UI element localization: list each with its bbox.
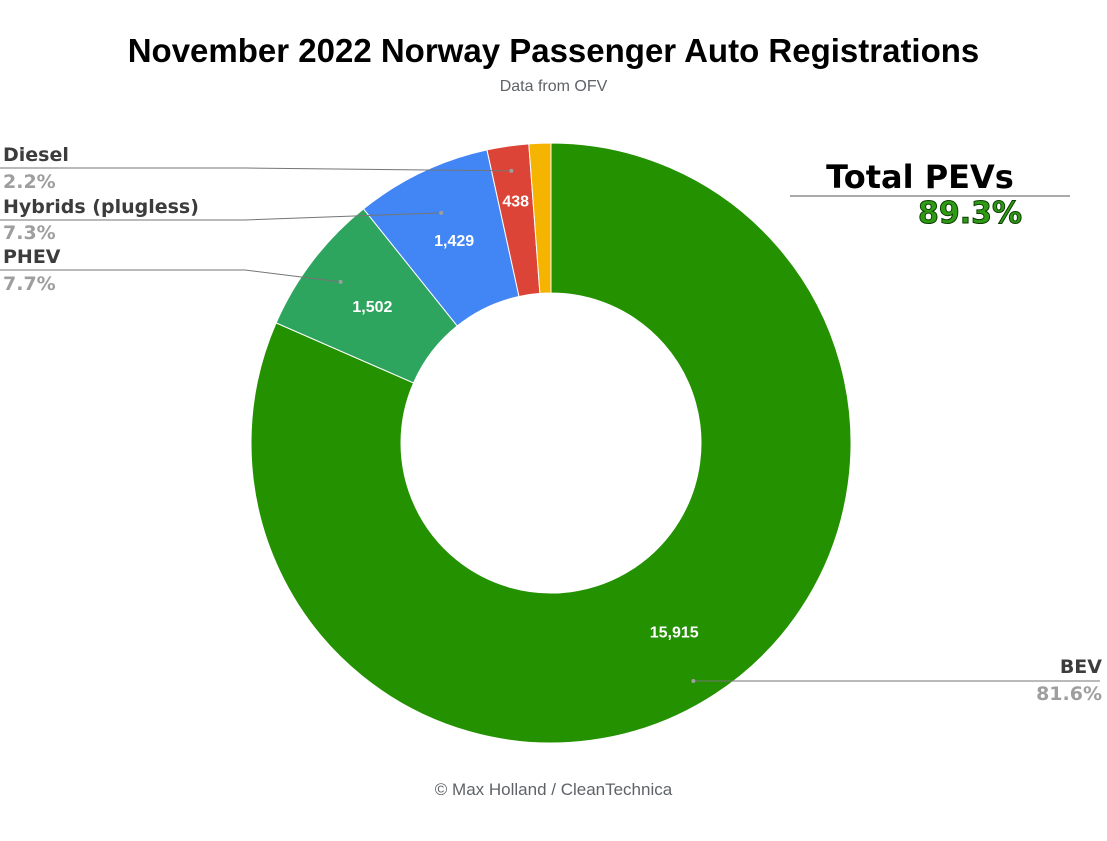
total-pevs-value: 89.3% (917, 196, 1023, 232)
legend-label-phev: PHEV (3, 246, 61, 268)
slice-bev (250, 142, 852, 744)
chart-subtitle: Data from OFV (499, 78, 608, 95)
total-pevs-label: Total PEVs (826, 158, 1014, 196)
leader-lines (0, 167, 1100, 683)
leader-line (0, 212, 442, 221)
slice-value-labels: 15,915 1,502 1,429 438 (352, 194, 698, 642)
legend-pct-hybrids: 7.3% (3, 222, 56, 244)
chart-title: November 2022 Norway Passenger Auto Regi… (127, 32, 980, 69)
slice-value-label: 1,502 (352, 299, 392, 316)
leader-dot (509, 168, 514, 173)
slice-value-label: 15,915 (650, 624, 699, 641)
leader-dot (338, 279, 343, 284)
slice-other (528, 142, 552, 294)
chart-credit: © Max Holland / CleanTechnica (434, 780, 673, 799)
slice-value-label: 1,429 (434, 233, 474, 250)
legend-label-bev: BEV (1059, 656, 1102, 678)
leader-dot (439, 210, 444, 215)
legend-label-diesel: Diesel (3, 144, 69, 166)
donut-slices (250, 142, 852, 744)
legend-pct-phev: 7.7% (3, 273, 56, 295)
slice-value-label: 438 (502, 194, 529, 211)
leader-dot (691, 679, 696, 683)
leader-line (0, 167, 512, 172)
legend-pct-diesel: 2.2% (3, 171, 56, 193)
legend-label-hybrids: Hybrids (plugless) (3, 196, 199, 218)
leader-line (0, 269, 341, 283)
legend-pct-bev: 81.6% (1036, 683, 1102, 705)
